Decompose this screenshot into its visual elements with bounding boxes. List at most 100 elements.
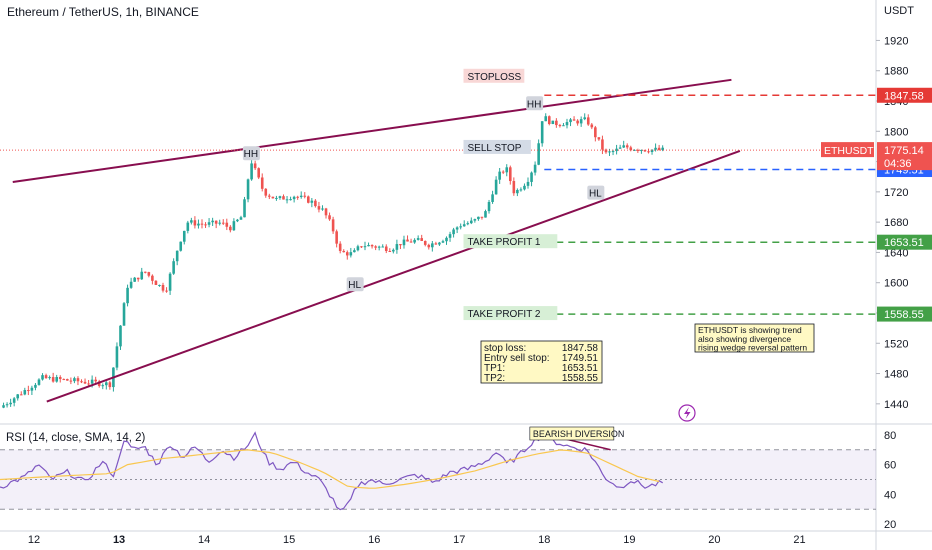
candle-body (44, 375, 48, 379)
x-tick-label: 12 (28, 534, 40, 546)
candle-body (190, 220, 193, 223)
candle-body (83, 381, 87, 384)
summary-row-value: 1847.58 (562, 343, 599, 354)
candle-body (257, 168, 260, 178)
candle-body (416, 238, 420, 240)
level-price-tag (877, 234, 932, 250)
candle-body (211, 220, 214, 223)
chart-title: Ethereum / TetherUS, 1h, BINANCE (7, 5, 199, 19)
candle-body (232, 221, 236, 231)
candle-body (438, 242, 441, 245)
candle-body (34, 384, 37, 388)
candle-body (268, 195, 271, 197)
candle-body (158, 284, 161, 286)
candle-body (172, 261, 175, 274)
comment-line: also showing divergence (698, 334, 791, 344)
candle-body (377, 246, 381, 248)
candle-body (221, 222, 225, 224)
candle-body (94, 379, 97, 382)
candle-body (126, 287, 129, 304)
candle-body (168, 273, 172, 291)
x-tick-label: 20 (708, 534, 720, 546)
level-name-tag (463, 234, 558, 249)
candle-body (487, 201, 491, 212)
comment-note-box (694, 323, 815, 353)
candle-body (579, 119, 583, 124)
candle-body (115, 346, 119, 368)
summary-row-value: 1749.51 (562, 353, 599, 364)
pivot-tag (526, 96, 544, 111)
candle-body (292, 196, 296, 200)
candle-body (307, 196, 310, 203)
candle-body (80, 381, 83, 383)
candle-body (331, 219, 335, 232)
candle-body (264, 188, 268, 196)
candle-body (271, 196, 275, 199)
candle-body (165, 290, 168, 292)
candle-body (654, 147, 657, 150)
candle-body (19, 394, 23, 396)
candle-body (597, 137, 601, 140)
candle-body (140, 271, 144, 280)
candle-body (367, 244, 370, 247)
candle-body (122, 303, 126, 326)
candle-body (555, 120, 558, 126)
candle-body (409, 241, 413, 243)
candle-body (661, 147, 664, 151)
wedge-trendline (46, 150, 741, 403)
x-tick-label: 17 (453, 534, 465, 546)
candle-body (154, 280, 158, 285)
candle-body (516, 189, 519, 194)
candle-body (5, 404, 9, 406)
pivot-label: HH (527, 99, 541, 110)
candle-body (657, 147, 661, 151)
candle-body (441, 241, 445, 243)
candle-body (37, 379, 41, 385)
candle-body (175, 250, 179, 262)
candle-body (253, 163, 257, 169)
candle-body (625, 145, 629, 148)
summary-row-label: stop loss: (484, 343, 526, 354)
candle-body (76, 378, 80, 382)
candle-body (370, 244, 374, 247)
candle-body (250, 163, 253, 180)
candle-body (186, 222, 190, 231)
candle-body (321, 208, 324, 210)
candle-body (236, 219, 239, 222)
candle-body (491, 194, 494, 202)
candle-body (136, 277, 140, 280)
candle-body (530, 172, 533, 182)
candle-body (129, 281, 133, 288)
level-name-label: TAKE PROFIT 1 (468, 237, 541, 248)
level-name-label: SELL STOP (468, 143, 522, 154)
candle-body (90, 379, 94, 384)
candle-body (275, 197, 278, 199)
candle-body (413, 239, 416, 243)
pivot-label: HL (589, 189, 602, 200)
candle-body (51, 377, 55, 382)
level-price-tag (877, 306, 932, 322)
candle-body (622, 145, 625, 148)
candle-body (207, 222, 211, 225)
candle-body (618, 147, 622, 149)
candle-body (87, 383, 90, 385)
candle-body (108, 382, 112, 388)
candle-body (586, 117, 590, 125)
candle-body (48, 377, 51, 379)
candle-body (23, 390, 27, 395)
candle-body (296, 196, 299, 198)
candle-body (498, 171, 501, 180)
summary-row-value: 1558.55 (562, 373, 599, 384)
level-price-label: 1653.51 (884, 237, 924, 249)
candle-body (143, 271, 147, 273)
candle-body (395, 244, 399, 250)
y-tick-label: 1520 (884, 338, 908, 350)
candle-body (569, 119, 572, 123)
summary-row-label: Entry sell stop: (484, 353, 550, 364)
candle-body (12, 398, 16, 403)
candle-body (363, 246, 367, 248)
y-tick-label: 1880 (884, 66, 908, 78)
candle-body (537, 143, 540, 165)
last-price-label: 1775.14 (884, 145, 924, 157)
